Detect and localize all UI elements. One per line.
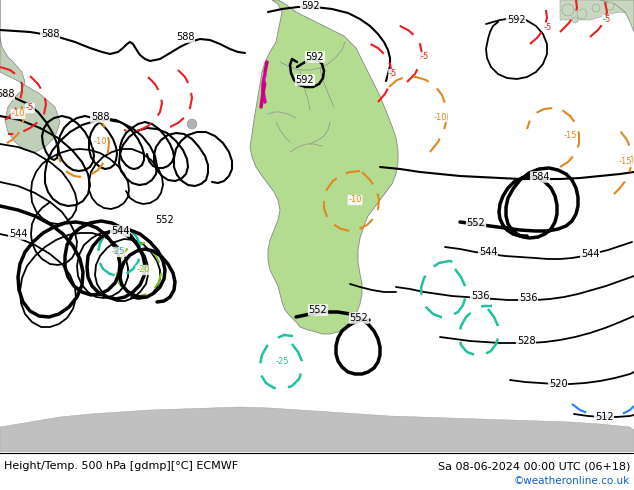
Text: 592: 592: [301, 1, 320, 11]
Text: -5: -5: [421, 52, 429, 62]
Circle shape: [562, 4, 574, 16]
Text: 544: 544: [581, 249, 599, 259]
Text: 584: 584: [531, 172, 549, 182]
Text: 520: 520: [548, 379, 567, 389]
Text: -20: -20: [136, 266, 150, 274]
Text: -5: -5: [603, 16, 611, 24]
Text: 552: 552: [467, 218, 486, 228]
Text: -15: -15: [563, 131, 577, 141]
Text: -5: -5: [544, 24, 552, 32]
Text: -10: -10: [11, 109, 25, 119]
Text: -5: -5: [389, 70, 397, 78]
Text: 552: 552: [349, 313, 368, 323]
Text: -5: -5: [26, 103, 34, 113]
Text: -15: -15: [618, 157, 631, 167]
Polygon shape: [0, 0, 60, 152]
Text: -10: -10: [348, 196, 362, 204]
Text: 552: 552: [309, 305, 327, 315]
Circle shape: [187, 119, 197, 129]
Text: -10: -10: [433, 113, 447, 122]
Text: 588: 588: [0, 89, 14, 99]
Circle shape: [606, 2, 614, 10]
Polygon shape: [600, 0, 634, 32]
Text: 536: 536: [471, 291, 489, 301]
Text: 544: 544: [111, 226, 129, 236]
Circle shape: [572, 17, 578, 23]
Text: -25: -25: [275, 358, 288, 367]
Text: 588: 588: [176, 32, 194, 42]
Text: 544: 544: [9, 229, 27, 239]
Text: 512: 512: [595, 412, 613, 422]
Polygon shape: [250, 0, 398, 334]
Text: 588: 588: [91, 112, 109, 122]
Polygon shape: [0, 407, 634, 452]
Text: ©weatheronline.co.uk: ©weatheronline.co.uk: [514, 476, 630, 486]
Text: 592: 592: [306, 52, 325, 62]
Circle shape: [577, 9, 587, 19]
Text: -25: -25: [111, 247, 125, 256]
Text: -10: -10: [93, 138, 107, 147]
Text: 536: 536: [519, 293, 537, 303]
Text: 552: 552: [155, 215, 174, 225]
Text: Sa 08-06-2024 00:00 UTC (06+18): Sa 08-06-2024 00:00 UTC (06+18): [437, 461, 630, 471]
Polygon shape: [560, 0, 634, 20]
Text: 588: 588: [41, 29, 59, 39]
Text: 592: 592: [507, 15, 526, 25]
Text: 528: 528: [517, 336, 535, 346]
Text: Height/Temp. 500 hPa [gdmp][°C] ECMWF: Height/Temp. 500 hPa [gdmp][°C] ECMWF: [4, 461, 238, 471]
Circle shape: [592, 4, 600, 12]
Text: 544: 544: [479, 247, 497, 257]
Text: 592: 592: [295, 75, 314, 85]
